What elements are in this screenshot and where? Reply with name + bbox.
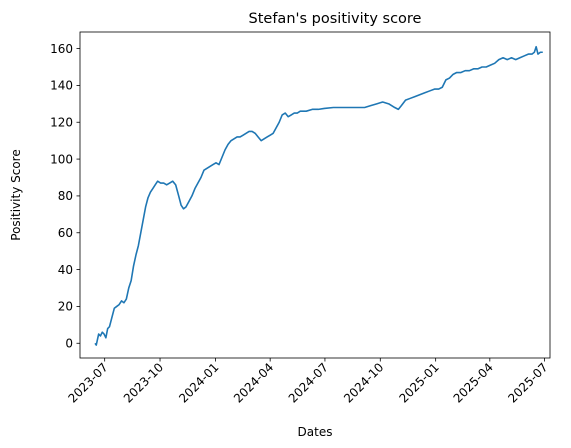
y-tick-label: 0 <box>65 337 73 351</box>
x-tick-label: 2025-07 <box>505 360 550 405</box>
y-tick-label: 80 <box>58 189 73 203</box>
x-tick-label: 2024-10 <box>341 360 386 405</box>
x-tick-label: 2023-07 <box>65 360 110 405</box>
y-tick-label: 60 <box>58 226 73 240</box>
x-tick-label: 2024-04 <box>231 360 276 405</box>
x-tick-label: 2025-01 <box>396 360 441 405</box>
y-tick-label: 160 <box>50 42 73 56</box>
y-tick-label: 140 <box>50 79 73 93</box>
chart-title: Stefan's positivity score <box>249 11 422 27</box>
y-tick-label: 100 <box>50 152 73 166</box>
x-axis: 2023-07 2023-10 2024-01 2024-04 2024-07 2024-… <box>65 358 551 406</box>
x-tick-label: 2024-01 <box>176 360 221 405</box>
x-tick-label: 2024-07 <box>286 360 331 405</box>
plot-area-frame <box>79 31 551 359</box>
x-axis-label: Dates <box>298 425 333 439</box>
y-tick-label: 120 <box>50 116 73 130</box>
y-tick-label: 40 <box>58 263 73 277</box>
x-tick-label: 2023-10 <box>121 360 166 405</box>
y-tick-label: 20 <box>58 300 73 314</box>
y-axis: 0 20 40 60 80 100 120 140 160 <box>50 42 80 351</box>
y-axis-label: Positivity Score <box>9 149 23 240</box>
x-tick-label: 2025-04 <box>451 360 496 405</box>
series-line-positivity-score <box>94 45 543 346</box>
